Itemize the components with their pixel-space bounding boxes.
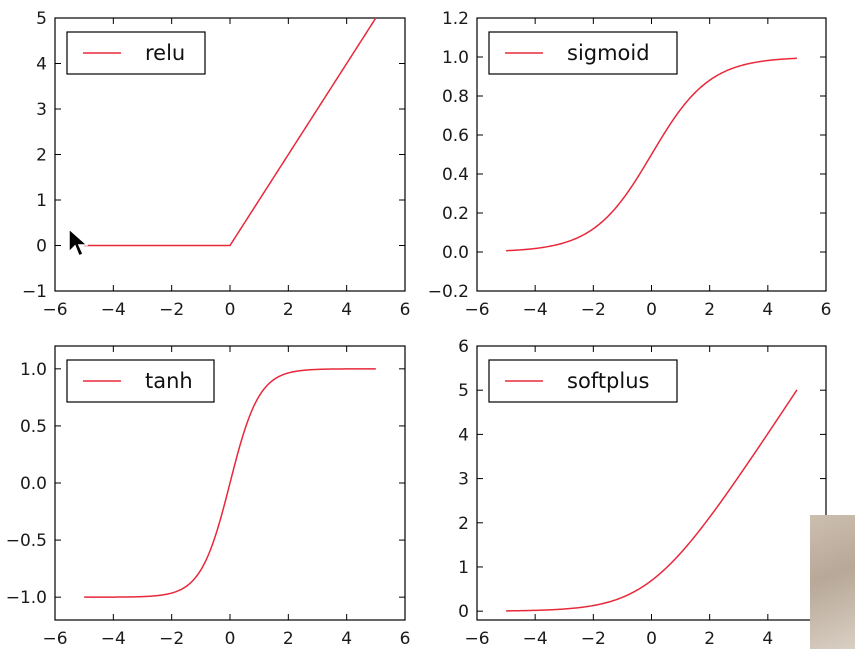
series-line-tanh [84, 368, 376, 598]
legend-label: relu [145, 41, 185, 65]
y-tick-label: −1 [22, 282, 47, 302]
x-tick-label: 0 [225, 300, 236, 320]
x-tick-label: 6 [821, 300, 832, 320]
x-tick-label: 2 [704, 629, 715, 649]
y-tick-label: 1.0 [442, 48, 469, 68]
x-tick-label: −4 [523, 629, 548, 649]
series-line-relu [84, 17, 377, 247]
x-tick-label: −2 [159, 300, 184, 320]
x-tick-label: −2 [581, 300, 606, 320]
x-tick-label: 2 [704, 300, 715, 320]
x-tick-label: 2 [283, 629, 294, 649]
y-tick-label: 0.0 [442, 243, 469, 263]
legend-label: sigmoid [567, 41, 650, 65]
subplot-3: −6 −4 −2 0 2 4 6 −1.0 −0.5 0.0 0.5 1.0 tanh [6, 345, 411, 649]
y-tick-label: 0 [36, 237, 47, 257]
y-tick-label: 1.2 [442, 9, 469, 29]
y-tick-label: 1 [458, 558, 469, 578]
x-tick-label: −6 [464, 629, 489, 649]
x-tick-label: −6 [42, 629, 67, 649]
mouse-pointer-icon [68, 228, 88, 258]
x-tick-label: 6 [400, 629, 411, 649]
y-tick-label: 2 [36, 146, 47, 166]
y-tick-label: −0.2 [428, 282, 469, 302]
x-tick-label: −6 [464, 300, 489, 320]
x-tick-label: −2 [581, 629, 606, 649]
y-tick-label: 5 [458, 381, 469, 401]
legend-box [488, 31, 678, 75]
y-tick-label: 6 [458, 337, 469, 357]
x-tick-label: −2 [159, 629, 184, 649]
x-tick-label: 0 [646, 629, 657, 649]
y-tick-label: 4 [458, 425, 469, 445]
x-tick-label: 4 [341, 629, 352, 649]
y-tick-label: 1.0 [20, 360, 47, 380]
x-tick-label: −4 [101, 629, 126, 649]
y-tick-label: 0.8 [442, 87, 469, 107]
webcam-overlay [810, 515, 855, 649]
x-tick-label: −4 [523, 300, 548, 320]
y-tick-label: 0 [458, 602, 469, 622]
y-tick-label: 0.5 [20, 417, 47, 437]
x-tick-label: 4 [762, 629, 773, 649]
y-tick-label: 5 [36, 9, 47, 29]
y-tick-label: 1 [36, 191, 47, 211]
y-tick-label: 2 [458, 514, 469, 534]
series-line-sigmoid [506, 57, 797, 252]
x-tick-label: 6 [400, 300, 411, 320]
subplot-1: −6 −4 −2 0 2 4 6 −1 0 1 2 3 4 5 relu [22, 9, 410, 320]
subplot-4: −6−4−202460123456softplus [458, 337, 831, 649]
y-tick-label: 4 [36, 55, 47, 75]
y-tick-label: 0.0 [20, 474, 47, 494]
series-line-softplus [506, 389, 798, 612]
x-tick-label: −6 [42, 300, 67, 320]
x-tick-label: −4 [101, 300, 126, 320]
x-tick-label: 4 [762, 300, 773, 320]
x-tick-label: 4 [341, 300, 352, 320]
legend-label: softplus [567, 369, 649, 393]
x-tick-label: 2 [283, 300, 294, 320]
x-tick-label: 0 [646, 300, 657, 320]
y-tick-label: 3 [458, 470, 469, 490]
y-tick-label: −0.5 [6, 531, 47, 551]
y-tick-label: 0.6 [442, 126, 469, 146]
legend-label: tanh [145, 369, 193, 393]
x-tick-label: 0 [225, 629, 236, 649]
y-tick-label: 0.2 [442, 204, 469, 224]
y-tick-label: −1.0 [6, 588, 47, 608]
y-tick-label: 0.4 [442, 165, 469, 185]
subplot-2: −6 −4 −2 0 2 4 6 −0.2 0.0 0.2 0.4 0.6 0.8 1.0 1.2 sigmo… [428, 9, 832, 320]
y-tick-label: 3 [36, 100, 47, 120]
